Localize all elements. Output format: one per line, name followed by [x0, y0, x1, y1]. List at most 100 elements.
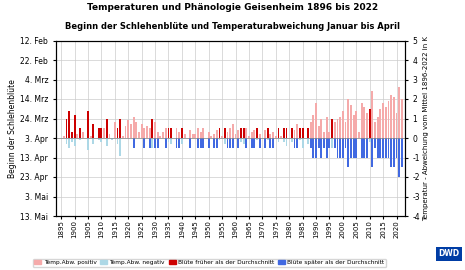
Bar	[90, 136, 92, 138]
Bar	[286, 128, 287, 138]
Bar	[213, 138, 215, 148]
Bar	[149, 138, 151, 148]
Bar	[224, 138, 226, 144]
Bar	[202, 128, 204, 138]
Bar	[382, 138, 384, 157]
Bar	[93, 124, 94, 138]
Bar	[387, 101, 389, 138]
Bar	[170, 138, 172, 144]
Bar	[127, 120, 129, 138]
Bar	[237, 130, 239, 138]
Bar	[98, 128, 100, 138]
Bar	[259, 138, 260, 148]
Bar	[337, 119, 339, 138]
Bar	[302, 128, 304, 138]
Bar	[264, 130, 266, 138]
Bar	[352, 138, 354, 157]
Bar	[278, 138, 279, 142]
Bar	[337, 138, 339, 157]
Text: Temperaturen und Phänologie Geisenheim 1896 bis 2022: Temperaturen und Phänologie Geisenheim 1…	[87, 3, 378, 12]
Bar	[296, 124, 298, 138]
Bar	[385, 138, 387, 157]
Bar	[296, 138, 298, 148]
Bar	[211, 136, 213, 138]
Bar	[133, 138, 134, 148]
Bar	[275, 136, 277, 138]
Bar	[280, 136, 282, 138]
Bar	[350, 138, 352, 157]
Bar	[146, 126, 148, 138]
Bar	[184, 134, 186, 138]
Bar	[79, 128, 81, 138]
Bar	[379, 109, 381, 138]
Bar	[267, 138, 269, 140]
Bar	[345, 122, 346, 138]
Bar	[189, 130, 191, 138]
Bar	[240, 138, 242, 142]
Text: DWD: DWD	[438, 249, 459, 258]
Bar	[181, 138, 183, 144]
Bar	[328, 138, 330, 148]
Bar	[221, 136, 223, 138]
Bar	[347, 99, 349, 138]
Bar	[176, 128, 178, 138]
Bar	[291, 138, 293, 142]
Bar	[272, 138, 274, 148]
Bar	[393, 97, 395, 138]
Bar	[117, 128, 119, 138]
Bar	[93, 138, 94, 144]
Bar	[213, 134, 215, 138]
Bar	[302, 138, 304, 148]
Bar	[385, 107, 387, 138]
Bar	[100, 128, 102, 138]
Bar	[398, 87, 400, 138]
Bar	[162, 132, 164, 138]
Bar	[318, 138, 319, 148]
Bar	[208, 132, 210, 138]
Bar	[377, 117, 379, 138]
Bar	[76, 134, 78, 138]
Bar	[68, 138, 70, 148]
Bar	[286, 138, 287, 146]
Bar	[106, 138, 108, 146]
Bar	[165, 138, 167, 148]
Bar	[202, 138, 204, 148]
Bar	[393, 138, 395, 167]
Bar	[235, 134, 237, 138]
Bar	[256, 138, 258, 140]
Bar	[197, 128, 199, 138]
Bar	[366, 113, 368, 138]
Bar	[157, 138, 159, 148]
Bar	[256, 128, 258, 138]
Bar	[387, 138, 389, 157]
Bar	[363, 107, 365, 138]
Bar	[390, 95, 392, 138]
Bar	[377, 138, 379, 157]
Bar	[251, 138, 252, 148]
Bar	[108, 134, 110, 138]
Bar	[355, 111, 357, 138]
Bar	[219, 138, 220, 140]
Bar	[326, 138, 328, 157]
Bar	[194, 134, 196, 138]
Bar	[401, 99, 403, 138]
Bar	[320, 138, 322, 157]
Bar	[192, 134, 193, 138]
Bar	[68, 111, 70, 138]
Bar	[342, 138, 344, 157]
Text: Beginn der Schlehenblüte und Temperaturabweichung Januar bis April: Beginn der Schlehenblüte und Temperatura…	[65, 22, 400, 31]
Bar	[270, 134, 272, 138]
Bar	[339, 138, 341, 157]
Bar	[200, 138, 202, 148]
Bar	[361, 103, 363, 138]
Bar	[318, 126, 319, 138]
Bar	[143, 138, 145, 148]
Bar	[339, 117, 341, 138]
Bar	[197, 138, 199, 148]
Bar	[253, 138, 255, 148]
Bar	[243, 128, 245, 138]
Bar	[87, 138, 89, 150]
Bar	[114, 122, 116, 138]
Bar	[278, 128, 279, 138]
Bar	[71, 138, 73, 142]
